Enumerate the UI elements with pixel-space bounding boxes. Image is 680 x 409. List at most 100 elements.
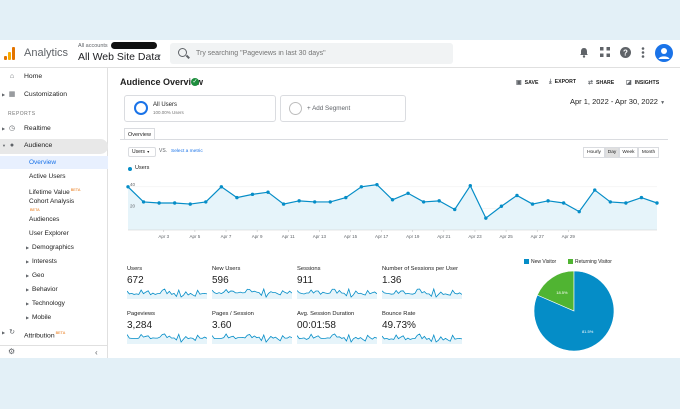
export-button[interactable]: ⤓ EXPORT: [549, 79, 576, 85]
pie-legend-returning-visitor: Returning Visitor: [568, 259, 612, 265]
date-range-picker[interactable]: Apr 1, 2022 - Apr 30, 2022 ▼: [570, 97, 666, 106]
chevron-down-icon[interactable]: ▼: [156, 54, 162, 60]
account-name-redacted: [111, 42, 157, 49]
sparkline-fill: [297, 289, 377, 299]
sidebar-sub-cohort-analysis[interactable]: Cohort Analysis BETA: [29, 198, 75, 212]
caret-down-icon: ▼: [2, 143, 6, 148]
sidebar-sub-behavior[interactable]: ▶ Behavior: [0, 283, 108, 296]
sparkline-fill: [212, 289, 292, 299]
data-point: [344, 195, 348, 200]
segment-ring-icon: [134, 101, 148, 115]
sparkline-line: [382, 333, 462, 343]
sidebar-sub-audiences[interactable]: Audiences: [29, 216, 60, 223]
apps-grid-icon[interactable]: [599, 47, 611, 59]
add-segment-button[interactable]: + Add Segment: [280, 95, 406, 122]
sparkline-line: [297, 287, 377, 298]
data-point: [281, 202, 286, 206]
x-tick-label: Apr 9: [252, 234, 263, 239]
granularity-month[interactable]: Month: [638, 147, 659, 158]
x-tick-label: Apr 29: [562, 234, 576, 239]
data-point: [188, 202, 192, 206]
legend-swatch: [524, 259, 529, 264]
sparkline-line: [127, 333, 207, 343]
data-point: [577, 209, 581, 214]
sparkline: [212, 287, 292, 299]
data-point: [468, 184, 472, 188]
scorecard-name: Avg. Session Duration: [297, 311, 355, 317]
sidebar-sub-technology[interactable]: ▶ Technology: [0, 297, 108, 310]
collapse-sidebar-icon[interactable]: ‹: [95, 348, 98, 357]
sidebar-sub-lifetime-value[interactable]: Lifetime ValueBETA: [29, 188, 81, 197]
series-legend-swatch: [128, 167, 132, 171]
sparkline: [382, 287, 462, 299]
data-point: [655, 201, 659, 205]
caret-right-icon: ▶: [26, 301, 30, 306]
page-title: Audience Overview: [120, 77, 204, 87]
home-icon: ⌂: [9, 73, 15, 80]
data-point: [328, 200, 332, 204]
avatar[interactable]: [655, 44, 673, 62]
help-icon[interactable]: ?: [619, 47, 631, 59]
data-point: [313, 200, 317, 204]
customization-icon: ▦: [8, 91, 16, 98]
x-tick-label: Apr 21: [437, 234, 451, 239]
sparkline-fill: [212, 334, 292, 344]
sidebar-sub-active-users[interactable]: Active Users: [29, 173, 66, 180]
granularity-week[interactable]: Week: [619, 147, 638, 158]
sidebar-item-audience[interactable]: ▼ ● Audience: [0, 139, 108, 154]
sidebar-item-customization[interactable]: ▶ ▦ Customization: [0, 88, 108, 102]
metric-selector[interactable]: Users ▼: [128, 147, 156, 157]
select-metric-link[interactable]: Select a metric: [171, 149, 203, 154]
scorecard-name: Pageviews: [127, 311, 156, 317]
beta-badge: BETA: [55, 331, 66, 335]
sparkline-line: [382, 287, 462, 298]
gear-icon[interactable]: ⚙: [8, 347, 16, 356]
data-point: [250, 192, 255, 197]
search-input[interactable]: [196, 46, 446, 61]
insights-icon: ◪: [626, 80, 632, 86]
sidebar-item-attribution[interactable]: ▶ ↻ AttributionBETA: [0, 326, 108, 340]
scorecard: Users 672: [127, 266, 209, 308]
granularity-day[interactable]: Day: [605, 147, 619, 158]
pie-slice-label: 18.5%: [556, 290, 568, 295]
tab-divider: [120, 139, 668, 140]
x-tick-label: Apr 7: [221, 234, 232, 239]
pie-slice: [536, 270, 575, 312]
data-point: [608, 200, 613, 204]
scorecard-value: 1.36: [382, 275, 402, 286]
view-selector[interactable]: All Web Site Data: [78, 51, 161, 63]
sidebar-sub-geo[interactable]: ▶ Geo: [0, 269, 108, 282]
search-bar[interactable]: [170, 43, 453, 64]
caret-right-icon: ▶: [2, 92, 6, 97]
sidebar-sub-mobile[interactable]: ▶ Mobile: [0, 311, 108, 324]
sidebar-item-home[interactable]: ⌂ Home: [0, 70, 108, 84]
sidebar-item-realtime[interactable]: ▶ ◷ Realtime: [0, 122, 108, 136]
more-vert-icon[interactable]: [637, 47, 649, 59]
chevron-down-icon: ▼: [660, 100, 666, 106]
granularity-hourly[interactable]: Hourly: [583, 147, 605, 158]
save-icon: ▣: [516, 80, 522, 86]
share-button[interactable]: ⇄ SHARE: [588, 80, 615, 86]
bell-icon[interactable]: [578, 47, 590, 59]
save-button[interactable]: ▣ SAVE: [516, 80, 539, 86]
visitor-pie-chart: 18.5% 81.5%: [533, 270, 615, 352]
sidebar-section-reports: REPORTS: [8, 111, 36, 117]
data-point: [141, 200, 146, 204]
data-point: [624, 201, 628, 205]
data-point: [297, 199, 301, 203]
sidebar-sub-overview[interactable]: Overview: [0, 156, 108, 169]
data-point: [639, 195, 644, 200]
x-tick-label: Apr 17: [375, 234, 389, 239]
sidebar-sub-interests[interactable]: ▶ Interests: [0, 255, 108, 268]
scorecard: Pageviews 3,284: [127, 311, 209, 353]
insights-button[interactable]: ◪ INSIGHTS: [626, 80, 660, 86]
data-point: [266, 190, 270, 194]
sidebar-sub-user-explorer[interactable]: User Explorer: [29, 230, 69, 237]
data-point: [172, 201, 177, 205]
scorecard-value: 3,284: [127, 320, 153, 331]
caret-right-icon: ▶: [26, 273, 30, 278]
segment-all-users[interactable]: All Users 100.00% Users: [124, 95, 276, 122]
data-point: [421, 200, 426, 204]
sidebar: ⌂ Home ▶ ▦ Customization REPORTS ▶ ◷ Rea…: [0, 68, 108, 358]
sidebar-sub-demographics[interactable]: ▶ Demographics: [0, 241, 108, 254]
